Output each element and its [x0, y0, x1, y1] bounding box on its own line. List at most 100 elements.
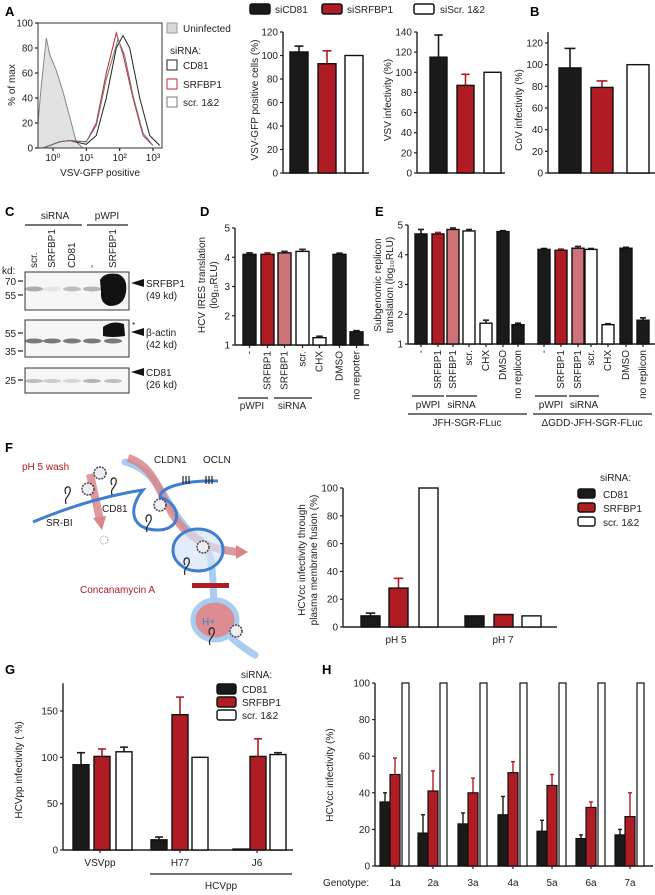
bar-red — [585, 806, 597, 867]
category-label: DMSO — [335, 351, 346, 381]
legend-label: Uninfected — [183, 24, 231, 35]
y-tick-label: 3 — [224, 282, 230, 293]
y-axis-label: translation (log₁₀RLU) — [385, 237, 396, 333]
category-label: scr. — [586, 350, 597, 366]
bar — [93, 755, 111, 851]
y-tick-label: 2 — [224, 311, 230, 322]
bar — [462, 230, 476, 345]
y-axis-label: HCV IRES translation — [197, 237, 208, 333]
blot-band — [25, 338, 43, 344]
arrowhead-icon — [236, 545, 248, 559]
legend-label: SRFBP1 — [242, 698, 281, 709]
virus-particle-icon — [99, 535, 109, 545]
panel-label: G — [5, 662, 15, 677]
legend-swatch — [577, 502, 596, 513]
diagram-label: CD81 — [102, 504, 128, 515]
arrowhead-icon — [131, 279, 144, 287]
bar — [115, 751, 133, 851]
y-tick-label: 2 — [397, 310, 403, 321]
lane-label: scr. — [29, 252, 40, 268]
legend-swatch — [166, 78, 178, 90]
y-tick-label: 40 — [401, 128, 413, 139]
y-tick-label: 100 — [395, 68, 412, 79]
bar-white — [439, 682, 448, 867]
x-tick-label: 6a — [585, 878, 597, 889]
y-axis-label: % of max — [7, 64, 18, 106]
y-tick-label: 0 — [537, 169, 543, 180]
y-tick-label: 20 — [267, 145, 279, 156]
y-tick-label: 60 — [401, 108, 413, 119]
diagram-label: SR-BI — [46, 518, 73, 529]
blot-band — [83, 286, 101, 292]
wash-arrow — [86, 473, 104, 521]
y-axis-label: HCVcc infectivity through — [297, 504, 308, 616]
y-axis-label: VSV infectivity (%) — [383, 59, 394, 141]
y-tick-label: 60 — [359, 752, 371, 763]
bar — [312, 336, 327, 346]
acidic-endosome — [190, 597, 240, 643]
category-label: SRFBP1 — [556, 350, 567, 389]
category-label: scr. — [298, 351, 309, 367]
bar — [456, 84, 475, 174]
legend-label: CD81 — [242, 685, 268, 696]
y-tick-label: 80 — [267, 75, 279, 86]
y-tick-label: 60 — [22, 69, 34, 80]
x-tick-label: 10² — [112, 153, 127, 164]
x-axis-label: VSV-GFP positive — [60, 168, 140, 179]
y-tick-label: 120 — [261, 28, 278, 39]
category-label: CHX — [315, 351, 326, 372]
y-tick-label: 100 — [261, 51, 278, 62]
bar — [349, 331, 364, 346]
blot-band-overexpressed — [103, 322, 125, 337]
bar — [521, 615, 542, 628]
category-label: no reporter — [352, 350, 363, 400]
panel-label: A — [5, 4, 15, 19]
blot-band — [63, 286, 81, 292]
x-tick-label: J6 — [252, 858, 263, 869]
y-tick-label: 50 — [47, 799, 59, 810]
category-label: SRFBP1 — [280, 351, 291, 390]
bar — [584, 248, 598, 345]
blot-band — [83, 338, 101, 344]
bar — [626, 63, 650, 174]
x-tick-label: pH 5 — [385, 635, 407, 646]
bar-white — [597, 682, 606, 867]
legend-title: siRNA: — [170, 46, 201, 57]
panel-label: D — [200, 204, 209, 219]
histogram-series-3 — [42, 37, 154, 149]
inhibitor-bar — [192, 583, 229, 588]
legend-label: scr. 1&2 — [242, 711, 279, 722]
y-tick-label: 100 — [526, 60, 543, 71]
legend-swatch — [166, 22, 178, 34]
legend-swatch — [249, 3, 271, 15]
legend-swatch — [577, 488, 596, 499]
arrowhead-icon — [131, 328, 144, 336]
x-tick-label: H77 — [171, 858, 190, 869]
band-name: β-actin — [146, 328, 176, 339]
receptor-icon — [183, 557, 190, 576]
y-tick-label: 1 — [397, 340, 403, 351]
y-tick-label: 0 — [272, 169, 278, 180]
bar — [72, 764, 90, 851]
bar — [496, 230, 510, 345]
bar — [601, 323, 615, 345]
bar-white — [479, 682, 488, 867]
y-tick-label: 80 — [327, 511, 339, 522]
y-tick-label: 140 — [395, 28, 412, 39]
legend-swatch — [166, 96, 178, 108]
bar — [260, 253, 275, 346]
y-tick-label: 20 — [532, 147, 544, 158]
panel-label: F — [5, 440, 13, 455]
group-label: pWPI — [240, 401, 264, 412]
y-tick-label: 1 — [224, 341, 230, 352]
diagram-label: CLDN1 — [154, 455, 187, 466]
y-axis-label: HCVcc infectivity (%) — [325, 728, 336, 821]
category-label: DMSO — [621, 350, 632, 380]
y-tick-label: 60 — [267, 98, 279, 109]
y-tick-label: 40 — [267, 122, 279, 133]
diagram-label: OCLN — [203, 455, 231, 466]
panel-label: C — [5, 204, 15, 219]
blot-group-header: pWPI — [95, 211, 119, 222]
y-tick-label: 5 — [224, 224, 230, 235]
